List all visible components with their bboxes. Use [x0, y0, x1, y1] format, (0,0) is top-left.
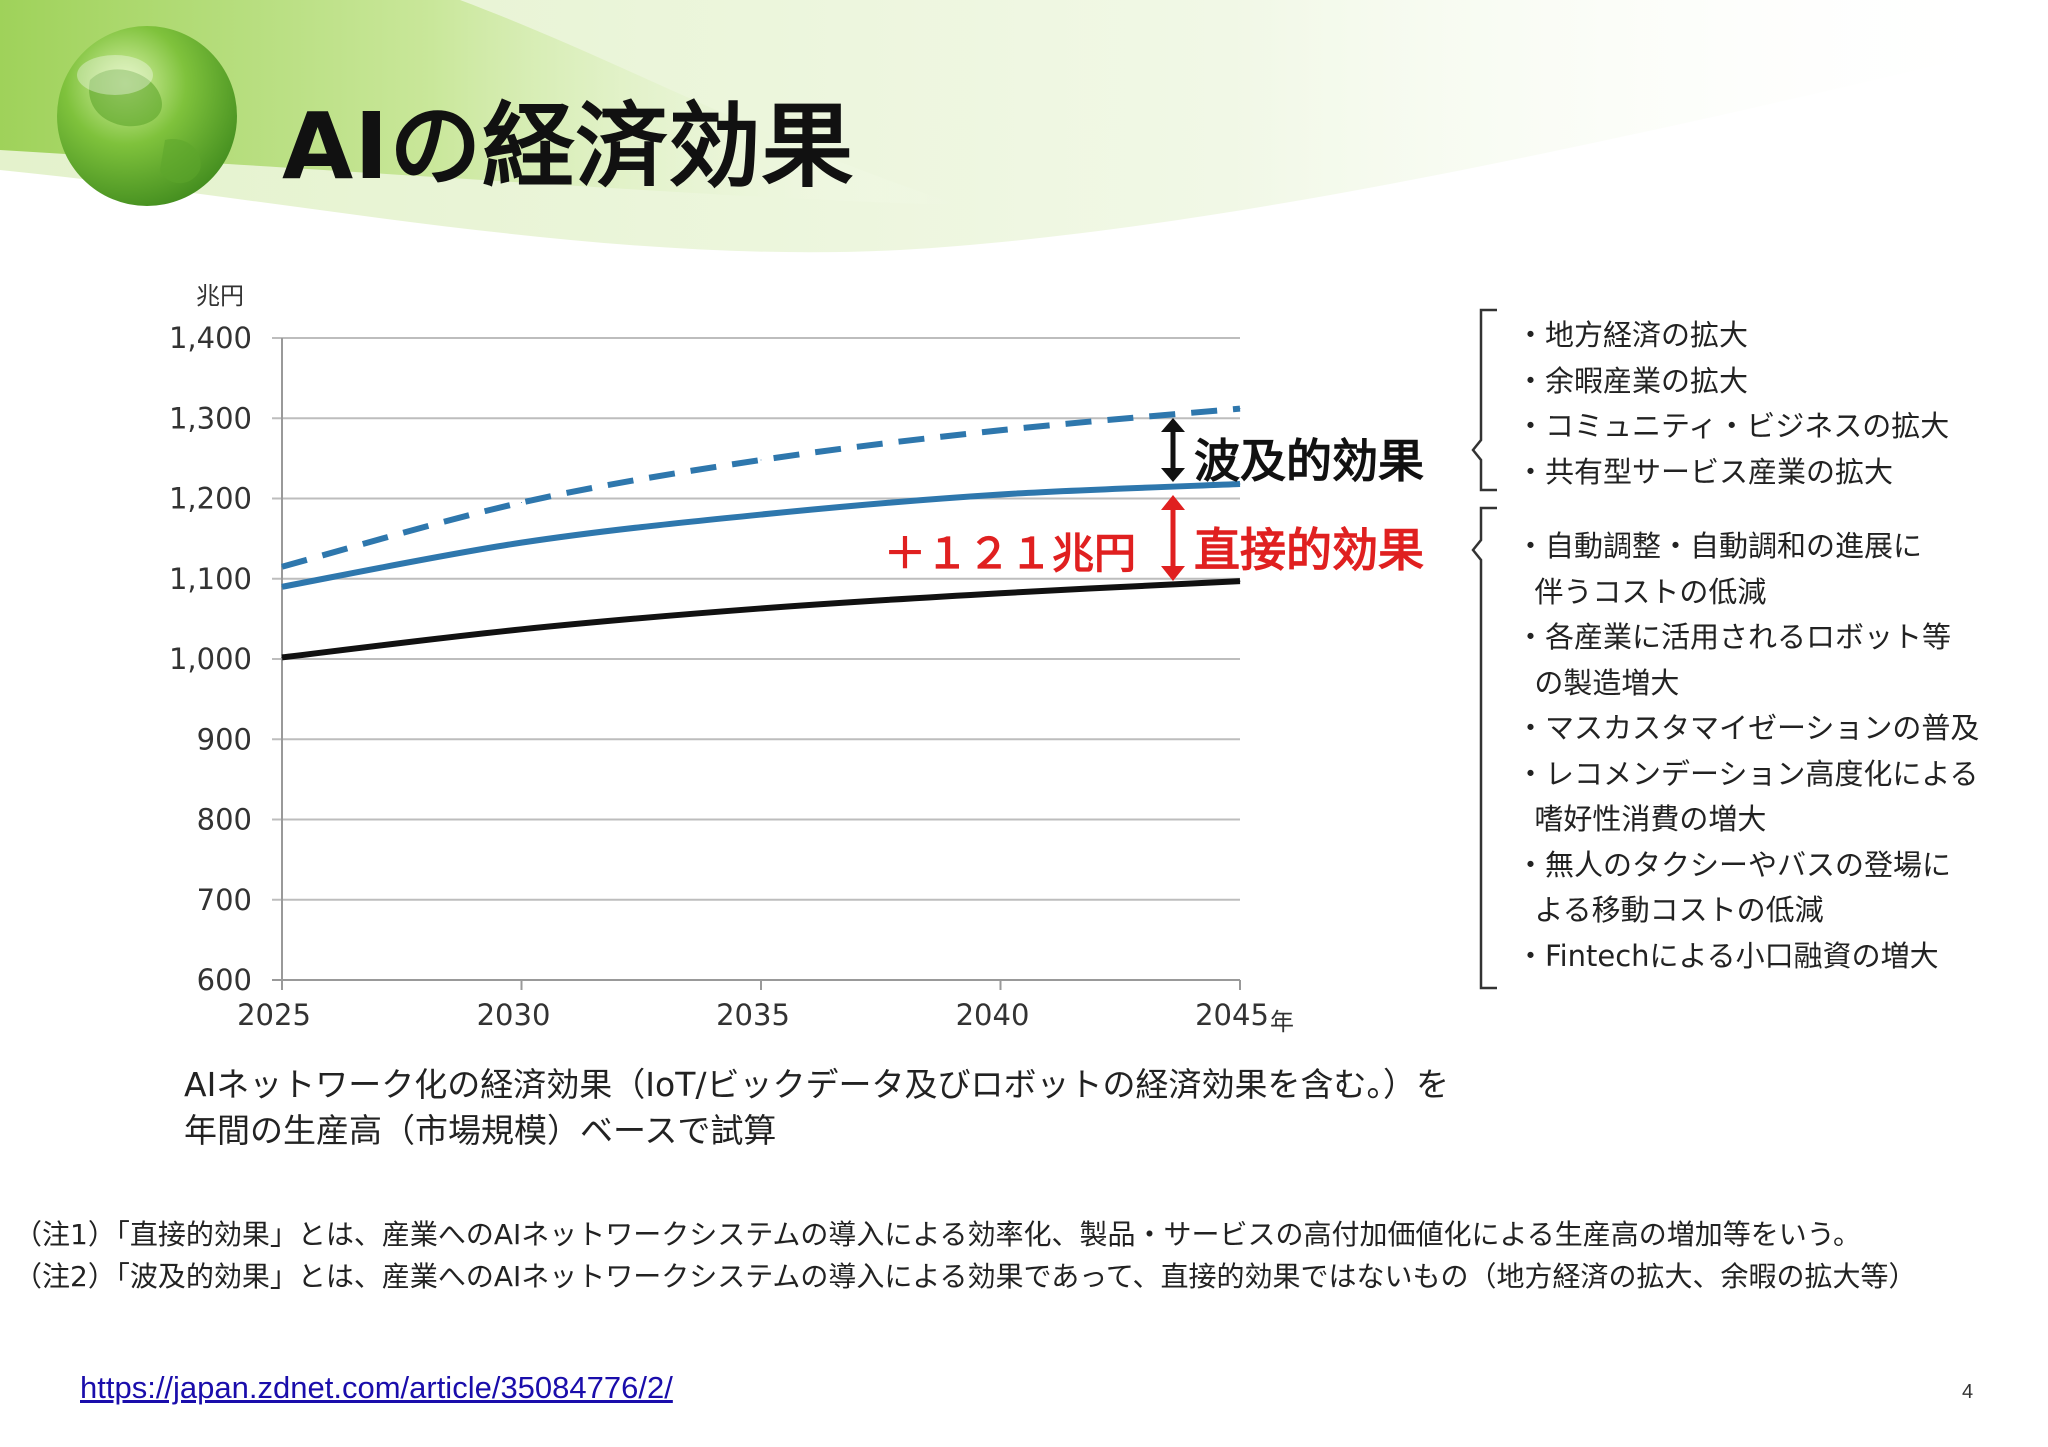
- y-tick-label: 1,200: [169, 482, 252, 516]
- chart-caption: AIネットワーク化の経済効果（IoT/ビックデータ及びロボットの経済効果を含む。…: [184, 1062, 1449, 1154]
- data-point: [1000, 493, 1001, 495]
- caption-line: AIネットワーク化の経済効果（IoT/ビックデータ及びロボットの経済効果を含む。…: [184, 1065, 1450, 1104]
- list-item: ・余暇産業の拡大: [1516, 363, 1749, 398]
- data-point: [760, 607, 762, 609]
- ripple-bracket: [1471, 308, 1497, 492]
- data-point: [1239, 408, 1241, 410]
- data-point: [281, 566, 283, 568]
- series-line-2: [281, 578, 1241, 661]
- data-point: [760, 514, 762, 516]
- y-tick-label: 700: [197, 883, 252, 917]
- x-tick-label: 2045: [1195, 998, 1269, 1032]
- list-item: ・Fintechによる小口融資の増大: [1516, 938, 1939, 973]
- direct-effect-label: 直接的効果: [1194, 523, 1424, 577]
- list-item: の製造増大: [1516, 665, 1680, 700]
- x-tick-label: 2040: [956, 998, 1030, 1032]
- list-item: ・コミュニティ・ビジネスの拡大: [1516, 409, 1950, 443]
- data-point: [1000, 592, 1001, 594]
- data-point: [1239, 483, 1241, 485]
- list-item: ・共有型サービス産業の拡大: [1516, 454, 1894, 489]
- list-item: ・レコメンデーション高度化による: [1516, 756, 1979, 791]
- page-number: 4: [1962, 1381, 1974, 1403]
- list-item: ・無人のタクシーやバスの登場に: [1516, 847, 1952, 882]
- note-line: （注1）「直接的効果」とは、産業へのAIネットワークシステムの導入による効率化、…: [14, 1218, 1862, 1251]
- globe-icon: [57, 26, 237, 206]
- caption-line: 年間の生産高（市場規模）ベースで試算: [184, 1111, 777, 1150]
- footnotes: （注1）「直接的効果」とは、産業へのAIネットワークシステムの導入による効率化、…: [14, 1214, 1916, 1298]
- list-item: ・マスカスタマイゼーションの普及: [1516, 711, 1980, 745]
- list-item: 伴うコストの低減: [1516, 574, 1767, 609]
- data-point: [760, 459, 762, 461]
- list-item: 嗜好性消費の増大: [1516, 802, 1767, 836]
- note-line: （注2）「波及的効果」とは、産業へのAIネットワークシステムの導入による効果であ…: [14, 1260, 1917, 1293]
- list-item: ・地方経済の拡大: [1516, 318, 1749, 352]
- x-tick-label: 2030: [477, 998, 551, 1032]
- double-arrow-icon: [1161, 495, 1185, 581]
- data-point: [281, 586, 283, 588]
- data-point: [1000, 429, 1001, 431]
- direct-effect-value: ＋１２１兆円: [884, 529, 1137, 578]
- direct-items-list: ・自動調整・自動調和の進展に 伴うコストの低減・各産業に活用されるロボット等 の…: [1516, 524, 1979, 979]
- y-tick-label: 800: [197, 803, 252, 837]
- series-line-0: [281, 405, 1241, 570]
- list-item: ・自動調整・自動調和の進展に: [1516, 529, 1923, 563]
- y-tick-label: 1,100: [169, 562, 252, 596]
- y-tick-label: 600: [197, 963, 252, 997]
- y-tick-label: 1,300: [169, 401, 252, 435]
- data-point: [281, 656, 283, 658]
- y-tick-label: 1,400: [169, 321, 252, 355]
- slide-title: AIの経済効果: [282, 93, 855, 200]
- y-axis-unit: 兆円: [196, 282, 244, 310]
- direct-bracket: [1471, 506, 1497, 990]
- double-arrow-icon: [1161, 418, 1185, 482]
- data-point: [1239, 580, 1241, 582]
- data-point: [521, 502, 522, 504]
- x-tick-label: 2025: [237, 998, 311, 1032]
- list-item: ・各産業に活用されるロボット等: [1516, 620, 1952, 654]
- ripple-items-list: ・地方経済の拡大 ・余暇産業の拡大・コミュニティ・ビジネスの拡大 ・共有型サービス産…: [1516, 313, 1949, 495]
- ripple-effect-label: 波及的効果: [1194, 434, 1424, 488]
- y-tick-label: 900: [197, 722, 252, 756]
- x-axis-unit: 年: [1270, 1008, 1294, 1036]
- source-link[interactable]: https://japan.zdnet.com/article/35084776…: [80, 1370, 673, 1405]
- chart-axes: 600 700 800 900 1,000 1,100 1,200 1,300 1,400 202…: [169, 321, 1269, 1032]
- x-tick-label: 2035: [716, 998, 790, 1032]
- chart-series: [281, 405, 1241, 661]
- chart-grid: [272, 337, 1240, 981]
- y-tick-label: 1,000: [169, 642, 252, 676]
- data-point: [521, 542, 522, 544]
- data-point: [521, 628, 522, 630]
- list-item: よる移動コストの低減: [1516, 893, 1824, 927]
